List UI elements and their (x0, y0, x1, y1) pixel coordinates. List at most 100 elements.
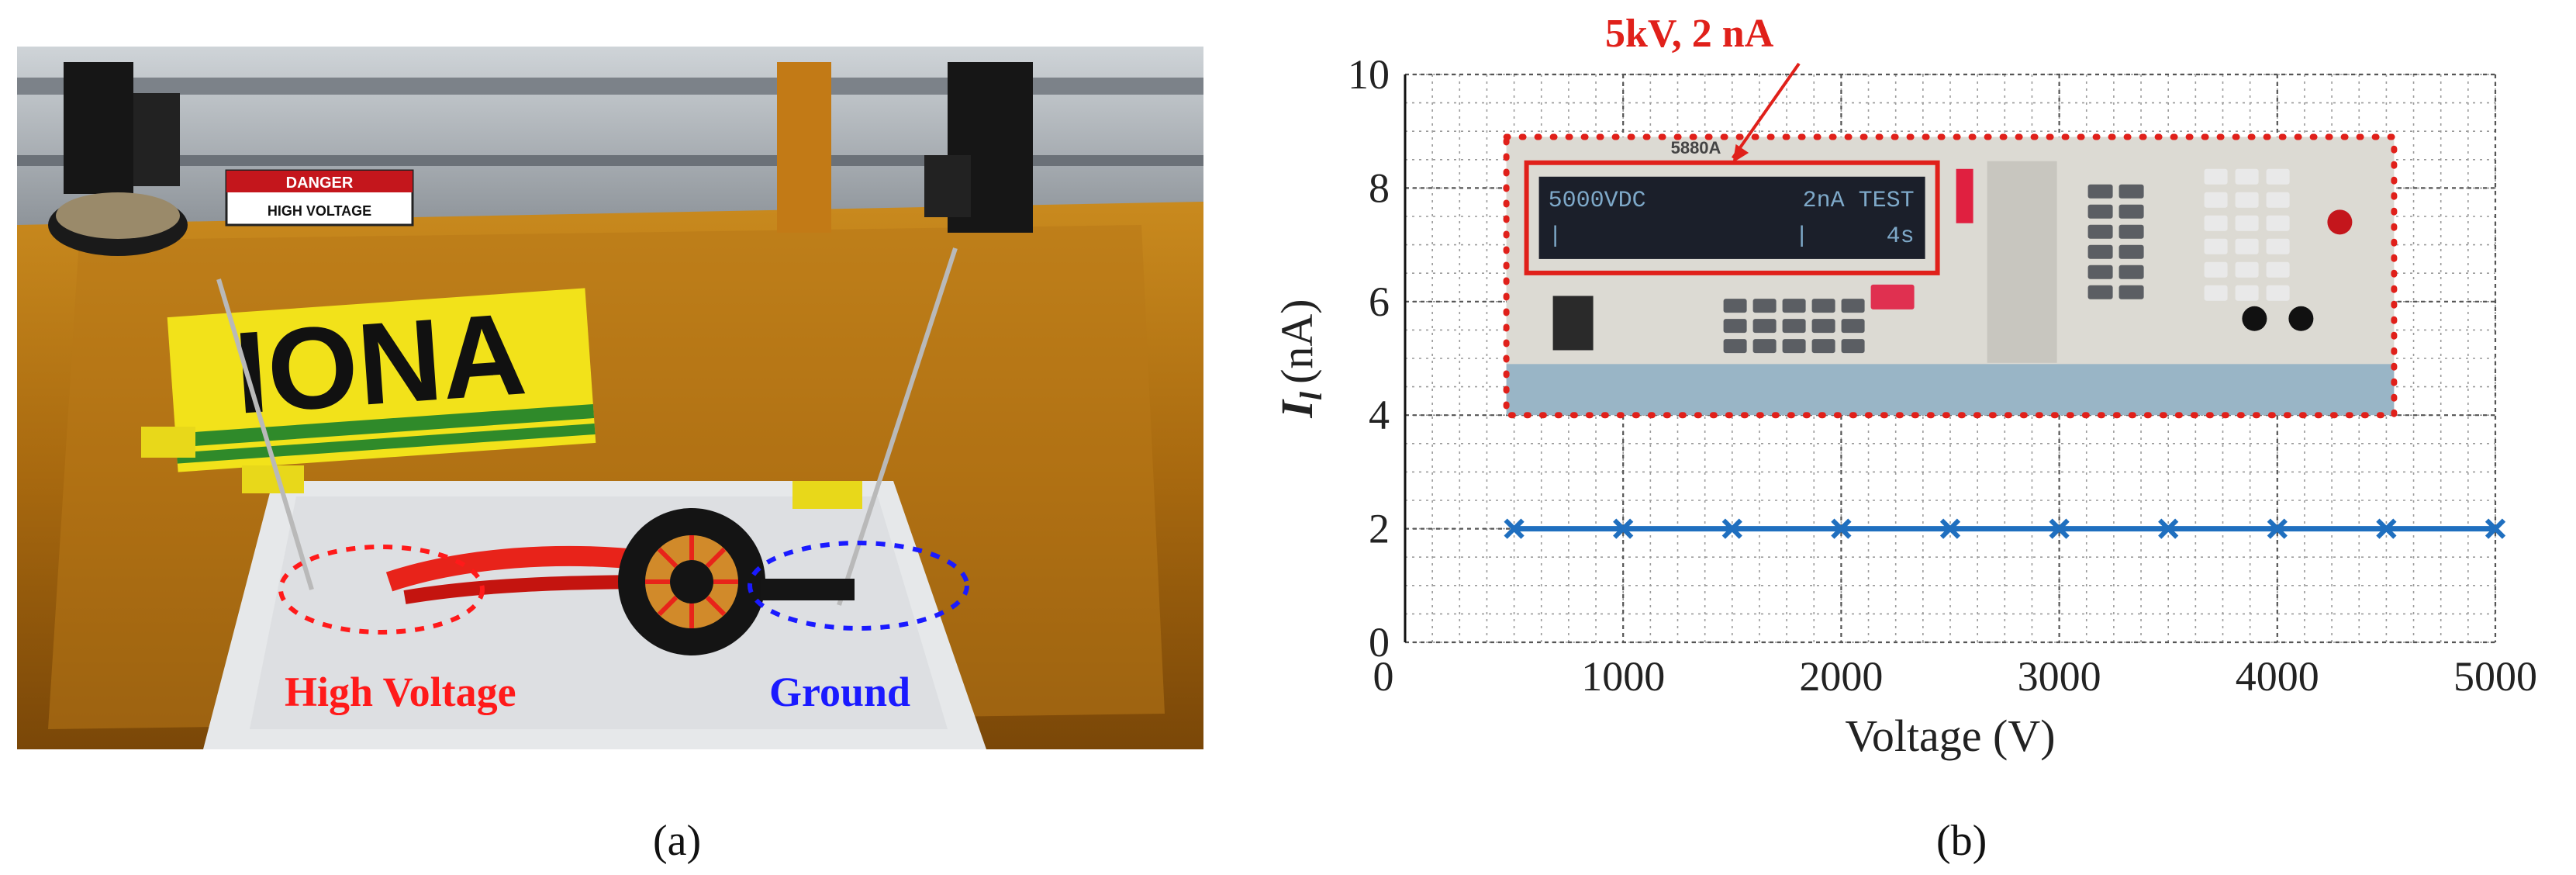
instrument-key (1841, 299, 1865, 313)
instrument-key (2087, 224, 2113, 239)
x-tick-label: 0 (1373, 653, 1394, 700)
numeric-key (2266, 215, 2290, 231)
data-point-marker (2267, 518, 2288, 539)
numeric-key (2235, 215, 2259, 231)
photo-panel: IONA DANGER HIGH VOLTAGE (17, 47, 1203, 749)
photo-illustration: IONA DANGER HIGH VOLTAGE (17, 47, 1203, 749)
numeric-key (2235, 261, 2259, 278)
x-tick-label: 2000 (1799, 653, 1883, 700)
hv-terminal-icon (2327, 209, 2353, 235)
data-point-marker (1721, 518, 1742, 539)
y-tick-label: 4 (1369, 392, 1390, 438)
instrument-keypad (1552, 161, 2353, 363)
instrument-key (1841, 319, 1865, 334)
inset-dotted-border (1503, 133, 2398, 419)
instrument-key (2118, 265, 2144, 279)
numeric-key (2204, 238, 2228, 254)
ground-probe-needle (837, 247, 958, 606)
instrument-key (2118, 244, 2144, 259)
chart-panel: 5000VDC 2nA TEST | | 4s 5880A 5kV, 2 nA … (1241, 0, 2576, 807)
instrument-key (1723, 299, 1747, 313)
stop-button-icon (1870, 284, 1915, 310)
instrument-key (2087, 244, 2113, 259)
terminal-icon (2288, 306, 2314, 331)
ground-label: Ground (769, 669, 910, 715)
instrument-inset: 5000VDC 2nA TEST | | 4s 5880A (1503, 133, 2398, 419)
numeric-key (2266, 192, 2290, 208)
status-indicator-icon (1956, 168, 1973, 223)
y-tick-label: 6 (1369, 278, 1390, 325)
svg-text:DANGER: DANGER (286, 175, 354, 192)
data-point-marker (1504, 518, 1525, 539)
numeric-key (2204, 261, 2228, 278)
series-group (1504, 518, 2506, 539)
y-tick-label: 2 (1369, 506, 1390, 552)
instrument-key (2118, 204, 2144, 219)
data-point-marker (1831, 518, 1852, 539)
terminal-icon (2242, 306, 2267, 331)
data-point-marker (1613, 518, 1634, 539)
numeric-key (2204, 285, 2228, 301)
instrument-key (2118, 224, 2144, 239)
caution-tape: IONA (167, 288, 596, 472)
numeric-key (2266, 168, 2290, 185)
annotation-label: 5kV, 2 nA (1605, 12, 1774, 56)
annotation-arrow (1731, 62, 1801, 159)
x-tick-label: 1000 (1581, 653, 1665, 700)
instrument-key (1782, 299, 1806, 313)
instrument-model: 5880A (1671, 138, 1721, 157)
instrument-key (1782, 319, 1806, 334)
instrument-key (1782, 339, 1806, 354)
instrument-key (2118, 184, 2144, 199)
right-probe-holder (924, 62, 1033, 233)
y-tick-label: 8 (1369, 164, 1390, 211)
hv-highlight-ellipse (278, 545, 485, 635)
instrument-key (1723, 339, 1747, 354)
caption-b: (b) (1936, 817, 1987, 865)
display-highlight-box (1524, 160, 1940, 275)
annotation-arrowhead (1732, 144, 1749, 163)
data-point-marker (1939, 518, 1961, 539)
instrument-key (1811, 299, 1835, 313)
high-voltage-label: High Voltage (285, 669, 516, 715)
numeric-key (2204, 192, 2228, 208)
display-time: 4s (1887, 223, 1915, 250)
data-point-marker (2049, 518, 2070, 539)
numeric-key (2235, 285, 2259, 301)
numeric-key (2204, 215, 2228, 231)
instrument-key (2087, 265, 2113, 279)
hv-probe-needle (216, 278, 314, 590)
numeric-key (2235, 192, 2259, 208)
x-tick-label: 5000 (2453, 653, 2537, 700)
instrument-key (1841, 339, 1865, 354)
leakage-current-chart: 5000VDC 2nA TEST | | 4s 5880A 5kV, 2 nA … (1272, 12, 2537, 761)
instrument-key (1752, 319, 1777, 334)
x-axis-label: Voltage (V) (1845, 711, 2055, 761)
power-button-icon (1552, 296, 1594, 351)
numeric-key (2235, 168, 2259, 185)
danger-sign: DANGER HIGH VOLTAGE (225, 169, 414, 227)
instrument-key (2087, 204, 2113, 219)
instrument-key (1811, 339, 1835, 354)
menu-panel (1987, 161, 2057, 363)
instrument-key (2118, 285, 2144, 299)
caption-a: (a) (653, 817, 702, 865)
instrument-key (2087, 184, 2113, 199)
data-point-marker (2484, 518, 2506, 539)
y-tick-label: 0 (1369, 619, 1390, 666)
ground-highlight-ellipse (748, 541, 969, 631)
y-tick-label: 10 (1348, 51, 1390, 98)
display-voltage: 5000VDC (1549, 188, 1646, 214)
numeric-key (2235, 238, 2259, 254)
numeric-key (2266, 261, 2290, 278)
left-probe-holder (48, 62, 188, 256)
display-bar-mid: | (1795, 223, 1809, 250)
instrument-key (1752, 339, 1777, 354)
numeric-key (2204, 168, 2228, 185)
numeric-key (2266, 238, 2290, 254)
data-point-marker (2376, 518, 2397, 539)
data-point-marker (2158, 518, 2179, 539)
instrument-key (1752, 299, 1777, 313)
instrument-key (1811, 319, 1835, 334)
svg-text:HIGH VOLTAGE: HIGH VOLTAGE (268, 203, 371, 219)
